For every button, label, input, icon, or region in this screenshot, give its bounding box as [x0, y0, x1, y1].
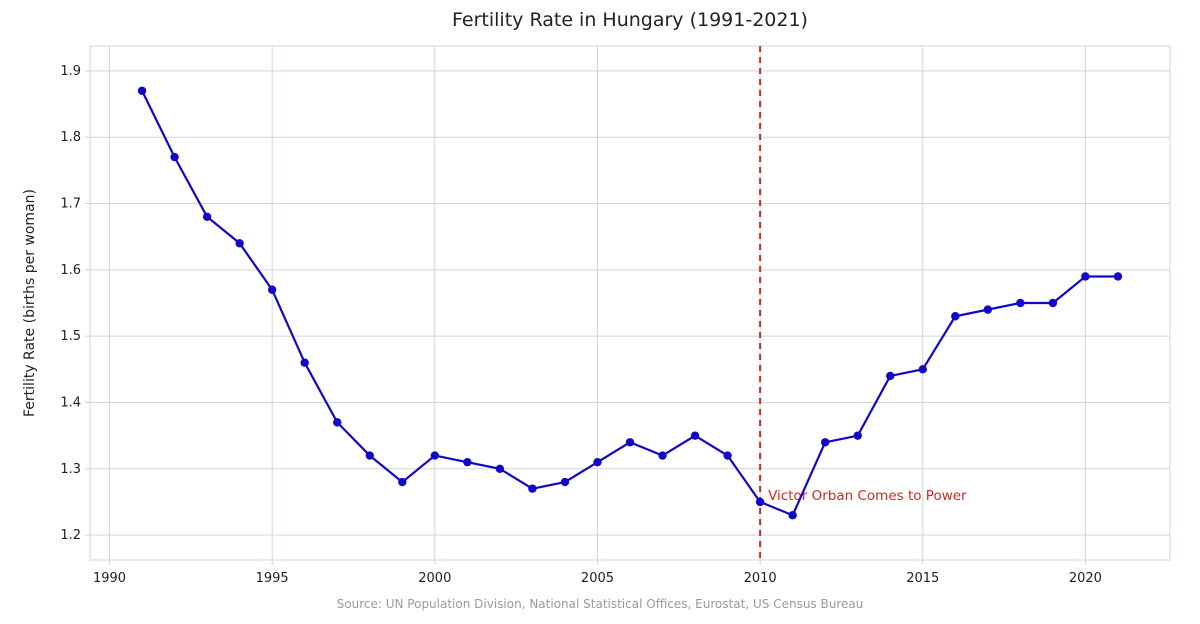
data-point	[333, 418, 341, 426]
data-point	[1081, 272, 1089, 280]
svg-text:2010: 2010	[744, 571, 777, 586]
grid-horizontal	[90, 71, 1170, 535]
svg-text:1.5: 1.5	[60, 329, 81, 344]
fertility-line	[142, 91, 1118, 515]
fertility-chart: Fertility Rate in Hungary (1991-2021) 1.…	[0, 0, 1200, 624]
data-point	[138, 87, 146, 95]
y-tick-labels: 1.2 1.3 1.4 1.5 1.6 1.7 1.8 1.9	[60, 64, 90, 543]
data-point	[1114, 272, 1122, 280]
data-point	[951, 312, 959, 320]
svg-text:1.2: 1.2	[60, 528, 81, 543]
data-point	[496, 465, 504, 473]
svg-text:2015: 2015	[906, 571, 939, 586]
fertility-markers	[138, 87, 1122, 520]
data-point	[854, 431, 862, 439]
data-point	[463, 458, 471, 466]
svg-text:2020: 2020	[1069, 571, 1102, 586]
svg-text:2000: 2000	[418, 571, 451, 586]
x-tick-labels: 1990 1995 2000 2005 2010 2015 2020	[93, 560, 1102, 586]
data-point	[886, 372, 894, 380]
data-point	[723, 451, 731, 459]
data-point	[431, 451, 439, 459]
data-point	[366, 451, 374, 459]
data-point	[788, 511, 796, 519]
data-point	[984, 305, 992, 313]
svg-text:1.8: 1.8	[60, 130, 81, 145]
chart-container: Fertility Rate in Hungary (1991-2021) 1.…	[0, 0, 1200, 624]
data-point	[561, 478, 569, 486]
data-point	[919, 365, 927, 373]
data-point	[593, 458, 601, 466]
svg-text:1.7: 1.7	[60, 197, 81, 212]
data-point	[1049, 299, 1057, 307]
svg-text:1990: 1990	[93, 571, 126, 586]
data-point	[821, 438, 829, 446]
svg-text:1.3: 1.3	[60, 462, 81, 477]
chart-title: Fertility Rate in Hungary (1991-2021)	[452, 9, 808, 31]
svg-text:1.6: 1.6	[60, 263, 81, 278]
svg-text:1.4: 1.4	[60, 395, 81, 410]
data-point	[658, 451, 666, 459]
svg-text:1995: 1995	[256, 571, 289, 586]
grid-vertical	[110, 46, 1086, 560]
data-point	[235, 239, 243, 247]
data-point	[626, 438, 634, 446]
source-caption: Source: UN Population Division, National…	[337, 597, 864, 611]
svg-text:2005: 2005	[581, 571, 614, 586]
data-point	[301, 358, 309, 366]
data-point	[203, 213, 211, 221]
data-point	[170, 153, 178, 161]
plot-border	[90, 46, 1170, 560]
y-axis-label: Fertility Rate (births per woman)	[22, 189, 38, 417]
data-point	[398, 478, 406, 486]
data-point	[756, 498, 764, 506]
data-point	[691, 431, 699, 439]
data-point	[1016, 299, 1024, 307]
data-point	[268, 286, 276, 294]
svg-text:1.9: 1.9	[60, 64, 81, 79]
data-point	[528, 485, 536, 493]
